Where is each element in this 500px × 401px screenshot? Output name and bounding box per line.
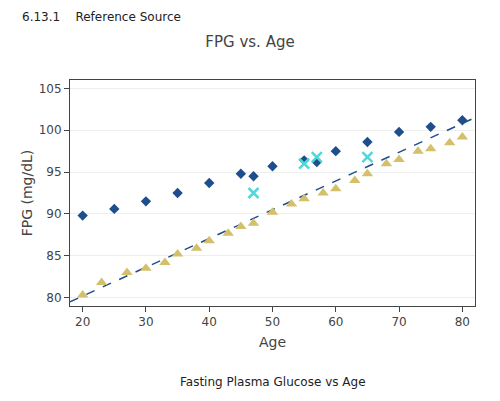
svg-text:20: 20 xyxy=(75,315,90,329)
svg-text:80: 80 xyxy=(46,291,61,305)
svg-text:FPG vs. Age: FPG vs. Age xyxy=(205,33,294,51)
svg-text:30: 30 xyxy=(138,315,153,329)
svg-text:100: 100 xyxy=(39,123,62,137)
svg-text:105: 105 xyxy=(39,82,62,96)
svg-text:50: 50 xyxy=(265,315,280,329)
svg-text:FPG (mg/dL): FPG (mg/dL) xyxy=(19,150,35,237)
svg-text:Age: Age xyxy=(259,334,286,350)
svg-text:40: 40 xyxy=(202,315,217,329)
svg-text:Fasting Plasma Glucose vs Age: Fasting Plasma Glucose vs Age xyxy=(180,375,366,389)
svg-text:60: 60 xyxy=(328,315,343,329)
svg-text:90: 90 xyxy=(46,207,61,221)
svg-text:6.13.1 Reference Source: 6.13.1 Reference Source xyxy=(22,10,181,24)
svg-text:80: 80 xyxy=(455,315,470,329)
svg-text:85: 85 xyxy=(46,249,61,263)
svg-text:95: 95 xyxy=(46,165,61,179)
svg-text:70: 70 xyxy=(391,315,406,329)
